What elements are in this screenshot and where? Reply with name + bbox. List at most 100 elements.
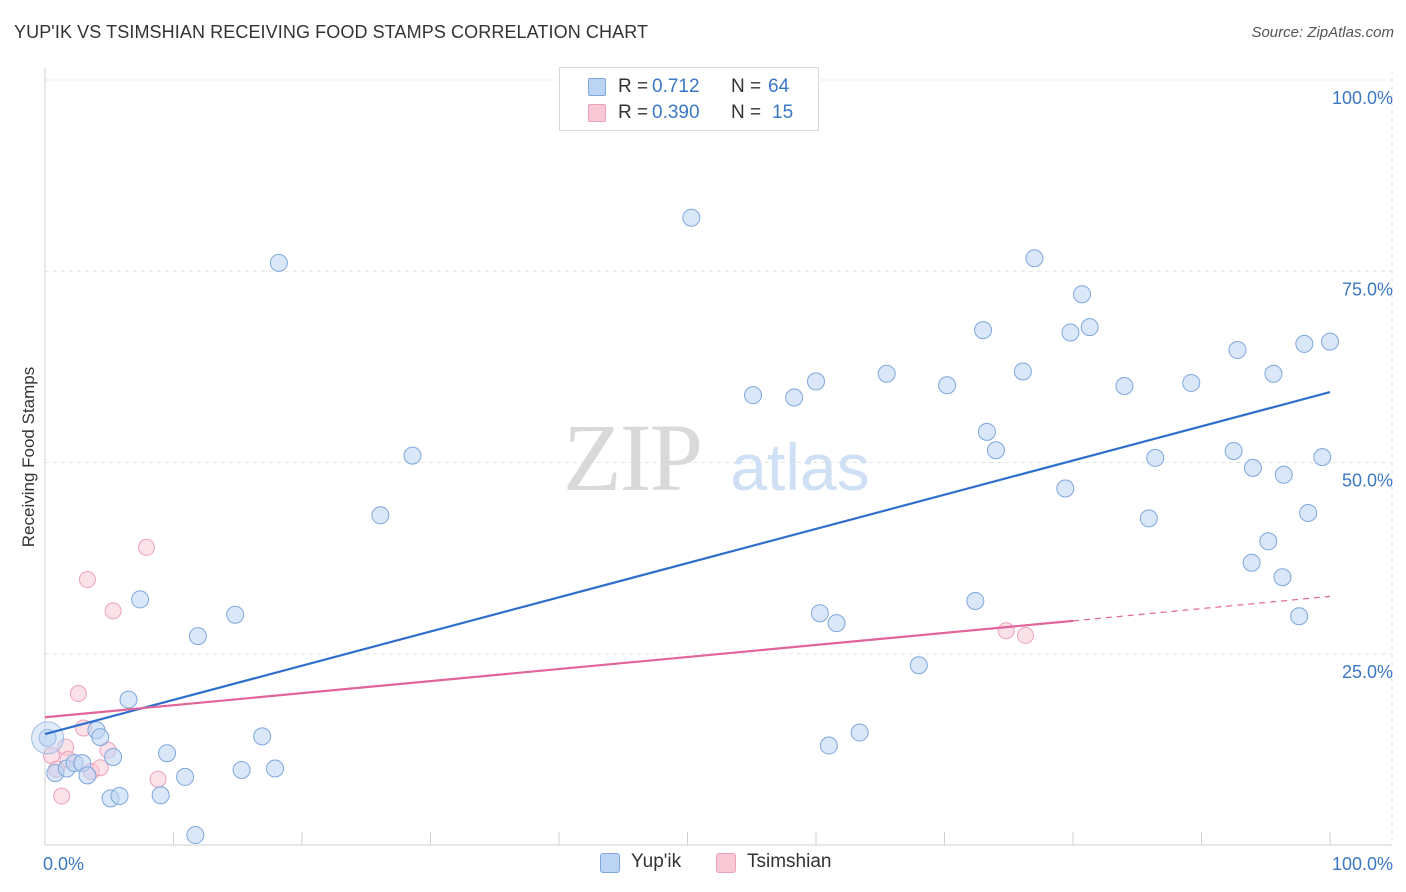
yupik-point	[819, 736, 838, 755]
yupik-point	[266, 759, 285, 778]
yupik-point	[403, 446, 422, 465]
series-yupik	[31, 208, 1339, 845]
legend-r-label: R =	[618, 102, 649, 123]
tsimshian-point	[53, 787, 71, 805]
yupik-point	[1321, 332, 1339, 351]
yupik-point	[1025, 249, 1044, 268]
bottom-legend-label-yupik: Yup'ik	[631, 851, 682, 872]
yupik-point	[909, 656, 928, 675]
y-axis-label: Receiving Food Stamps	[19, 367, 38, 547]
tick-labels: 25.0% 50.0% 75.0% 100.0% 0.0% 100.0%	[43, 88, 1393, 874]
yupik-point	[1295, 334, 1314, 353]
yupik-point	[253, 727, 272, 746]
yupik-point	[974, 321, 993, 340]
legend-n-label: N =	[731, 76, 762, 97]
yupik-point	[226, 605, 245, 624]
yupik-point	[1080, 318, 1099, 337]
legend-n-value: 64	[768, 76, 790, 97]
x-tick-label-max: 100.0%	[1332, 854, 1393, 874]
yupik-point	[91, 728, 110, 747]
y-tick-label: 100.0%	[1332, 88, 1393, 108]
yupik-point	[877, 364, 896, 383]
yupik-point	[176, 767, 195, 786]
x-tick-label-min: 0.0%	[43, 854, 84, 874]
yupik-point	[1242, 553, 1261, 572]
yupik-trend-line	[44, 391, 1331, 736]
yupik-point	[827, 614, 846, 633]
yupik-point	[1299, 503, 1318, 522]
chart-title: YUP'IK VS TSIMSHIAN RECEIVING FOOD STAMP…	[14, 22, 649, 42]
yupik-point	[682, 208, 701, 227]
yupik-point	[1224, 442, 1243, 461]
legend-swatch-yupik	[588, 78, 606, 96]
legend-swatch-tsimshian	[588, 104, 606, 122]
yupik-point	[1290, 607, 1309, 626]
yupik-point	[110, 787, 129, 806]
yupik-point	[158, 744, 177, 763]
yupik-point	[371, 506, 390, 525]
yupik-point	[1013, 362, 1032, 381]
correlation-legend: R = 0.712 N = 64 R = 0.390 N = 15	[559, 67, 819, 131]
tsimshian-point	[104, 602, 122, 620]
tsimshian-point	[149, 770, 167, 788]
y-tick-label: 75.0%	[1342, 279, 1393, 299]
yupik-point	[1072, 285, 1091, 304]
yupik-point	[38, 728, 57, 747]
yupik-point	[1259, 532, 1278, 551]
yupik-point	[966, 591, 985, 610]
yupik-point	[1182, 373, 1201, 392]
yupik-point	[78, 766, 97, 785]
tsimshian-point	[1016, 626, 1034, 644]
yupik-point	[1061, 323, 1080, 342]
bottom-legend-label-tsimshian: Tsimshian	[747, 851, 832, 872]
watermark: ZIP atlas	[563, 404, 870, 511]
watermark-zip: ZIP	[563, 404, 701, 511]
yupik-point	[986, 441, 1005, 460]
yupik-point	[186, 826, 205, 845]
tsimshian-point	[91, 759, 109, 777]
trend-lines	[44, 391, 1331, 736]
yupik-point	[938, 376, 957, 395]
yupik-point	[151, 786, 170, 805]
yupik-point	[807, 372, 825, 391]
axes	[44, 68, 1392, 846]
yupik-point	[1243, 458, 1262, 477]
legend-r-value: 0.712	[652, 76, 700, 97]
yupik-point	[1139, 509, 1158, 528]
yupik-point	[850, 723, 869, 742]
yupik-point-large	[31, 721, 65, 755]
legend-r-label: R =	[618, 76, 649, 97]
yupik-point	[131, 590, 150, 609]
y-tick-label: 25.0%	[1342, 662, 1393, 682]
yupik-point	[1056, 479, 1075, 498]
legend-n-value: 15	[772, 102, 794, 123]
tsimshian-point	[138, 538, 156, 556]
y-tick-label: 50.0%	[1342, 471, 1393, 491]
yupik-point	[810, 604, 829, 623]
tsimshian-point	[997, 622, 1015, 640]
legend-r-value: 0.390	[652, 102, 700, 123]
source-credit: Source: ZipAtlas.com	[1251, 24, 1394, 41]
yupik-point	[977, 422, 996, 441]
yupik-point	[188, 627, 207, 646]
bottom-legend-swatch-tsimshian	[716, 853, 736, 873]
tsimshian-point	[69, 685, 87, 703]
yupik-point	[1274, 465, 1293, 484]
bottom-legend-swatch-yupik	[600, 853, 620, 873]
yupik-point	[1313, 448, 1332, 467]
yupik-point	[269, 253, 288, 272]
yupik-point	[119, 690, 138, 709]
yupik-point	[1228, 341, 1247, 360]
grid	[45, 70, 1393, 845]
tsimshian-trend-line	[44, 619, 1074, 719]
yupik-point	[785, 388, 804, 407]
tsimshian-point	[78, 571, 96, 589]
yupik-point	[1264, 364, 1283, 383]
yupik-point	[104, 748, 123, 767]
yupik-point	[1115, 377, 1134, 395]
watermark-atlas: atlas	[730, 430, 869, 504]
yupik-point	[1273, 568, 1292, 587]
legend-n-label: N =	[731, 102, 762, 123]
yupik-point	[232, 761, 251, 780]
